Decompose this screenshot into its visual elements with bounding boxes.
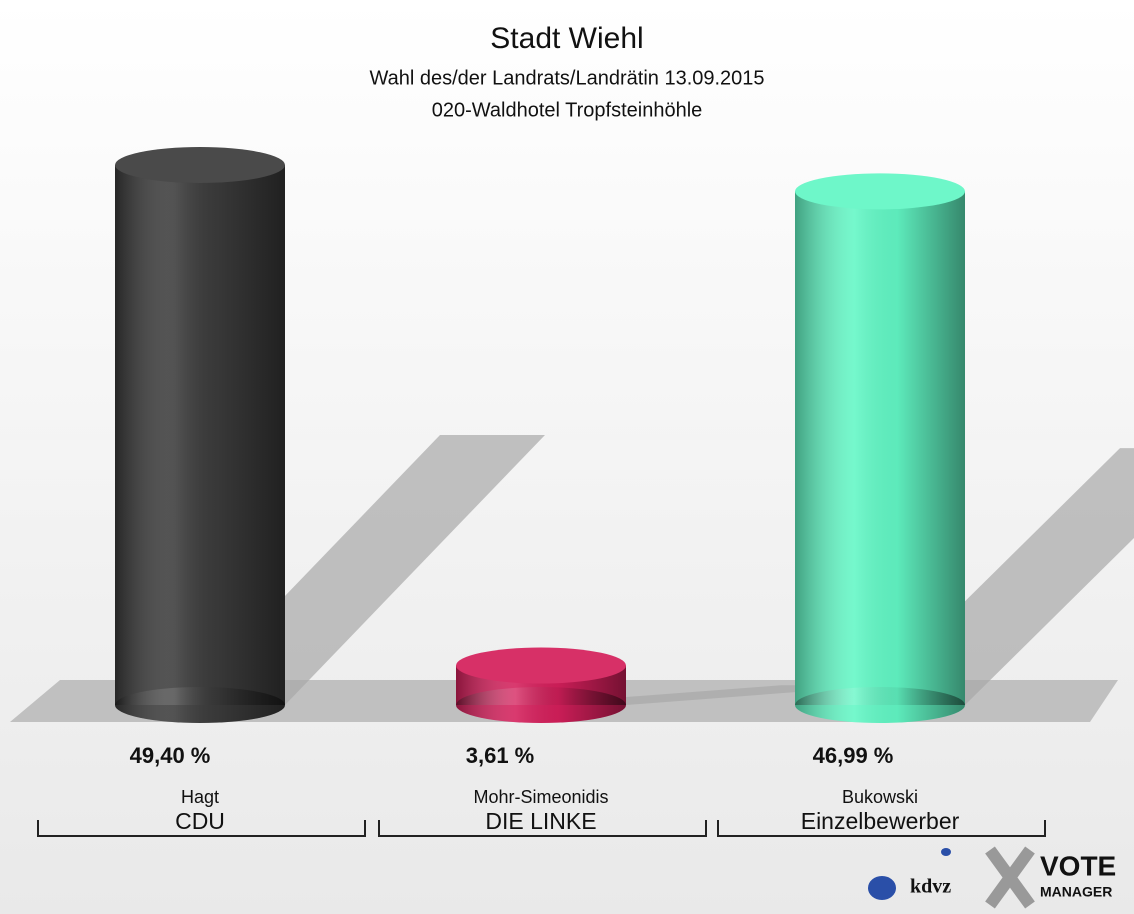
bar-shade [115, 165, 285, 705]
value-label: 49,40 % [130, 743, 211, 768]
bracket [37, 820, 366, 837]
bars [115, 147, 965, 723]
bracket [378, 820, 707, 837]
bar-top-shade [115, 147, 285, 183]
candidate-name: Mohr-Simeonidis [473, 787, 608, 807]
logo-text: MANAGER [1040, 884, 1112, 900]
value-label: 3,61 % [466, 743, 535, 768]
bracket [717, 820, 1046, 837]
bar-top [795, 173, 965, 210]
chart-title: Stadt Wiehl [490, 22, 643, 55]
chart-subtitle: 020-Waldhotel Tropfsteinhöhle [432, 99, 703, 121]
logo-text: VOTE [1040, 850, 1116, 881]
party-name: CDU [175, 808, 225, 834]
candidate-name: Bukowski [842, 787, 918, 807]
logo-icon [941, 848, 951, 856]
party-name: Einzelbewerber [801, 808, 960, 834]
bar-top [115, 147, 285, 183]
value-label: 46,99 % [813, 743, 894, 768]
candidate-name: Hagt [181, 787, 219, 807]
chart-subtitle: Wahl des/der Landrats/Landrätin 13.09.20… [369, 67, 764, 89]
logo: kdvz VOTE MANAGER [868, 846, 1116, 909]
bar-top-shade [456, 647, 626, 684]
logo-icon [985, 846, 1035, 909]
bar-top [456, 647, 626, 684]
logo-icon [868, 876, 896, 900]
bar-shade [795, 191, 965, 706]
logo-text: kdvz [910, 876, 951, 898]
bar-top-shade [795, 173, 965, 210]
party-name: DIE LINKE [485, 808, 596, 834]
